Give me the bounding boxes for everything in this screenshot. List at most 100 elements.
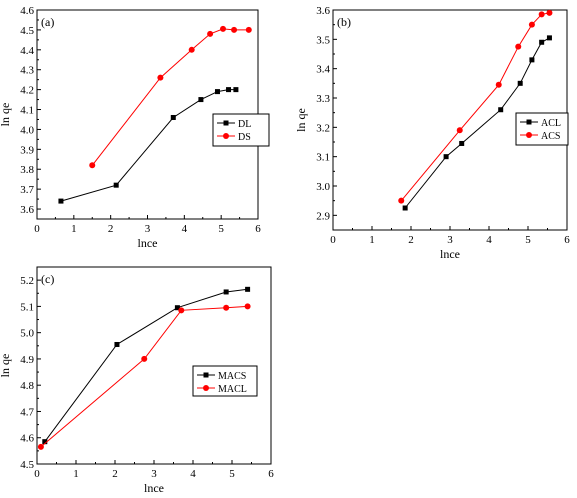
y-tick-label: 4.5 (20, 25, 34, 37)
data-point-ACS (538, 11, 545, 18)
series-line-ACS (400, 12, 550, 202)
y-tick-label: 4.0 (20, 124, 34, 136)
data-point-MACL (141, 355, 148, 362)
chart-panel-1: 0 1 2 3 4 5 6 3.6 3.7 3.8 3.9 4.0 4.1 4.2 4.3 4.4 4.5 4.6… (0, 5, 270, 250)
legend-label-ACS: ACS (541, 131, 560, 142)
x-tick-label: 1 (71, 223, 77, 235)
legend-marker-MACL (203, 385, 209, 391)
y-tick-label: 5.0 (20, 328, 34, 340)
x-tick-label: 4 (182, 223, 188, 235)
y-axis-label: ln qe (0, 354, 12, 378)
legend-label-DS: DS (238, 132, 251, 143)
data-point-DL (226, 87, 232, 93)
legend-marker-DL (223, 120, 229, 126)
data-point-MACS (174, 305, 180, 311)
data-point-DS (207, 30, 214, 37)
legend-marker-DS (223, 133, 229, 139)
x-tick-label: 3 (151, 468, 157, 480)
legend-box (515, 112, 569, 146)
x-tick-label: 5 (218, 223, 224, 235)
x-axis-label: lnce (144, 481, 164, 495)
y-tick-label: 3.3 (316, 93, 330, 105)
data-point-DL (113, 182, 119, 188)
y-tick-label: 5.1 (20, 301, 34, 313)
data-point-ACL (546, 35, 552, 41)
data-point-ACS (495, 81, 502, 88)
x-tick-label: 4 (190, 468, 196, 480)
y-tick-label: 4.6 (20, 433, 34, 445)
data-point-DS (157, 74, 164, 81)
data-point-ACL (517, 80, 523, 86)
x-tick-label: 2 (108, 223, 114, 235)
data-point-MACS (42, 439, 48, 445)
legend-label-MACL: MACL (218, 384, 247, 395)
x-tick-label: 3 (447, 234, 453, 246)
y-tick-label: 3.8 (20, 164, 34, 176)
legend-label-DL: DL (238, 119, 251, 130)
panel-label: (a) (41, 15, 54, 29)
y-tick-label: 3.1 (316, 152, 330, 164)
y-tick-label: 3.0 (316, 181, 330, 193)
y-tick-label: 3.7 (20, 184, 34, 196)
data-point-ACS (528, 21, 535, 28)
y-tick-label: 4.8 (20, 380, 34, 392)
y-tick-label: 2.9 (316, 210, 330, 222)
x-tick-label: 1 (369, 234, 375, 246)
data-point-DS (231, 26, 238, 33)
y-tick-label: 3.4 (316, 64, 330, 76)
y-tick-label: 5.2 (20, 275, 34, 287)
legend-box (212, 113, 270, 147)
x-tick-label: 5 (525, 234, 531, 246)
x-axis-label: lnce (440, 247, 460, 261)
data-point-MACL (178, 307, 185, 314)
y-axis-label: ln qe (294, 108, 308, 132)
y-tick-label: 3.9 (20, 144, 34, 156)
data-point-ACS (398, 197, 405, 204)
x-tick-label: 2 (408, 234, 414, 246)
panel-label: (b) (337, 15, 351, 29)
legend-marker-MACS (203, 372, 209, 378)
y-tick-label: 4.9 (20, 354, 34, 366)
x-tick-label: 0 (34, 223, 40, 235)
data-point-MACL (244, 303, 251, 310)
y-tick-label: 4.4 (20, 45, 34, 57)
legend-marker-ACL (526, 119, 532, 125)
chart-panel-2: 0 1 2 3 4 5 6 2.9 3.0 3.1 3.2 3.3 3.4 3.5 3.6 (b) lnce ln… (294, 5, 570, 261)
x-tick-label: 6 (564, 234, 570, 246)
y-tick-label: 4.1 (20, 105, 34, 117)
data-point-DL (58, 198, 64, 204)
data-point-ACL (539, 39, 545, 45)
y-tick-label: 4.7 (20, 406, 34, 418)
x-tick-label: 5 (229, 468, 235, 480)
data-point-DS (220, 25, 227, 32)
data-point-ACS (515, 43, 522, 50)
panel-label: (c) (41, 272, 54, 286)
y-axis-label: ln qe (0, 103, 12, 127)
x-tick-label: 3 (145, 223, 151, 235)
data-point-DS (245, 26, 252, 33)
data-point-MACL (37, 443, 44, 450)
x-tick-label: 0 (34, 468, 40, 480)
data-point-ACS (456, 127, 463, 134)
y-tick-label: 3.6 (20, 204, 34, 216)
data-point-ACL (402, 205, 408, 211)
series-line-DL (60, 89, 236, 202)
y-tick-label: 3.6 (316, 5, 330, 17)
data-point-MACS (114, 341, 120, 347)
data-point-MACL (223, 304, 230, 311)
y-tick-label: 4.5 (20, 459, 34, 471)
y-tick-label: 4.2 (20, 85, 34, 97)
data-point-DL (170, 114, 176, 120)
y-tick-label: 4.6 (20, 5, 34, 17)
chart-panel-3: 0 1 2 3 4 5 6 4.5 4.6 4.7 4.8 4.9 5.0 5.1 5.2 (c) lnce ln… (0, 266, 274, 495)
data-point-MACS (245, 286, 251, 292)
data-point-DS (89, 162, 96, 169)
data-point-ACS (546, 9, 553, 16)
y-tick-label: 3.2 (316, 122, 330, 134)
series-line-ACL (404, 37, 550, 209)
data-point-DS (188, 46, 195, 53)
legend-marker-ACS (526, 132, 532, 138)
legend-label-MACS: MACS (218, 371, 246, 382)
x-tick-label: 6 (268, 468, 274, 480)
